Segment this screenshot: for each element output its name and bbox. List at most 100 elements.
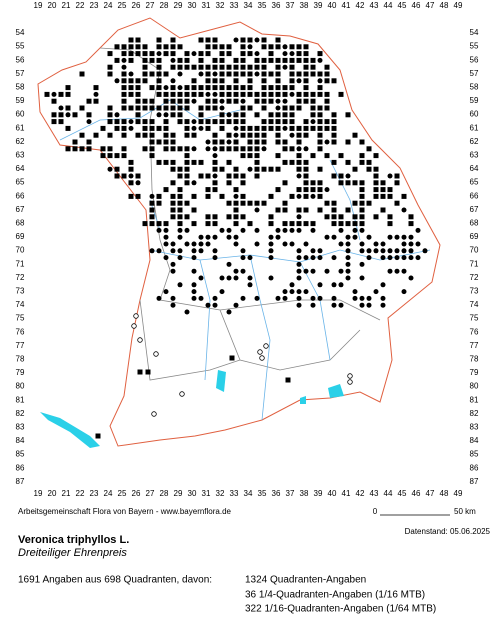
column-label: 44	[384, 489, 393, 498]
marker-open	[137, 337, 143, 343]
marker-square	[240, 44, 246, 50]
marker-square	[261, 78, 267, 84]
marker-square	[303, 193, 309, 199]
marker-square	[58, 91, 64, 97]
marker-square	[226, 64, 232, 70]
row-label: 79	[16, 368, 25, 377]
column-label: 35	[258, 1, 267, 10]
marker-square	[205, 119, 211, 125]
marker-square	[170, 98, 176, 104]
marker-square	[289, 57, 295, 63]
marker-dot	[310, 268, 316, 274]
marker-dot	[156, 248, 162, 254]
marker-square	[212, 187, 218, 193]
marker-dot	[170, 261, 176, 267]
row-label: 67	[16, 205, 25, 214]
common-name: Dreiteiliger Ehrenpreis	[18, 547, 127, 559]
marker-dot	[387, 173, 393, 179]
marker-square	[128, 105, 134, 111]
marker-dot	[282, 64, 288, 70]
marker-dot	[345, 275, 351, 281]
marker-dot	[156, 227, 162, 233]
marker-square	[135, 132, 141, 138]
marker-square	[226, 91, 232, 97]
marker-dot	[317, 57, 323, 63]
marker-dot	[177, 227, 183, 233]
marker-square	[142, 132, 148, 138]
marker-dot	[296, 193, 302, 199]
marker-open	[179, 391, 185, 397]
marker-square	[226, 132, 232, 138]
marker-square	[261, 105, 267, 111]
marker-square	[128, 91, 134, 97]
column-label: 39	[314, 1, 323, 10]
marker-open	[153, 351, 159, 357]
marker-square	[142, 57, 148, 63]
marker-square	[233, 146, 239, 152]
marker-dot	[198, 71, 204, 77]
marker-dot	[170, 241, 176, 247]
marker-square	[289, 125, 295, 131]
marker-square	[163, 98, 169, 104]
marker-square	[324, 91, 330, 97]
marker-dot	[366, 248, 372, 254]
marker-square	[233, 78, 239, 84]
marker-dot	[324, 139, 330, 145]
marker-square	[212, 221, 218, 227]
marker-square	[156, 139, 162, 145]
marker-square	[226, 44, 232, 50]
marker-square	[317, 193, 323, 199]
marker-square	[240, 71, 246, 77]
column-label: 40	[328, 489, 337, 498]
marker-dot	[380, 255, 386, 261]
marker-dot	[254, 295, 260, 301]
marker-dot	[303, 268, 309, 274]
marker-square	[100, 125, 106, 131]
marker-dot	[338, 241, 344, 247]
marker-square	[352, 221, 358, 227]
marker-square	[331, 159, 337, 165]
marker-dot	[296, 227, 302, 233]
column-label: 23	[90, 1, 99, 10]
marker-dot	[191, 282, 197, 288]
marker-dot	[408, 248, 414, 254]
marker-dot	[317, 282, 323, 288]
column-label: 25	[118, 1, 127, 10]
marker-dot	[268, 234, 274, 240]
marker-dot	[408, 255, 414, 261]
marker-square	[254, 153, 260, 159]
map-shapes	[37, 17, 441, 448]
occurrence-markers	[44, 37, 428, 439]
marker-square	[184, 166, 190, 172]
marker-square	[128, 37, 134, 43]
marker-square	[205, 221, 211, 227]
marker-square	[317, 125, 323, 131]
marker-square	[142, 221, 148, 227]
marker-square	[191, 207, 197, 213]
marker-square	[107, 119, 113, 125]
marker-dot	[233, 241, 239, 247]
marker-dot	[191, 146, 197, 152]
marker-square	[317, 119, 323, 125]
marker-dot	[310, 193, 316, 199]
marker-dot	[191, 268, 197, 274]
marker-square	[212, 159, 218, 165]
column-label: 22	[76, 489, 85, 498]
marker-square	[303, 221, 309, 227]
marker-square	[254, 125, 260, 131]
marker-square	[156, 78, 162, 84]
column-label: 45	[398, 489, 407, 498]
marker-square	[229, 355, 235, 361]
marker-dot	[233, 132, 239, 138]
marker-square	[268, 193, 274, 199]
row-label: 56	[470, 55, 479, 64]
marker-square	[170, 193, 176, 199]
marker-dot	[254, 51, 260, 57]
marker-square	[184, 214, 190, 220]
marker-square	[86, 98, 92, 104]
marker-dot	[233, 268, 239, 274]
marker-square	[170, 180, 176, 186]
marker-dot	[345, 268, 351, 274]
marker-dot	[282, 98, 288, 104]
marker-square	[352, 180, 358, 186]
